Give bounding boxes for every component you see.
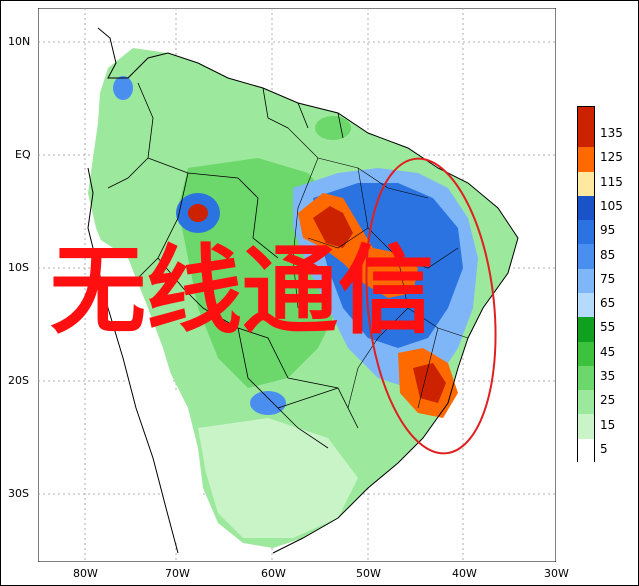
colorbar-tick-label: 105 — [600, 199, 623, 213]
colorbar-tick-label: 25 — [600, 393, 616, 408]
lon-label-80w: 80W — [73, 567, 98, 580]
colorbar-tick-label: 15 — [600, 417, 616, 432]
watermark-text: 无线通信 — [50, 235, 434, 347]
lat-label-30s: 30S — [8, 487, 29, 500]
colorbar-tick-label: 135 — [600, 126, 623, 141]
lon-label-60w: 60W — [261, 567, 286, 580]
colorbar-segment — [578, 244, 594, 269]
colorbar-tick-label: 55 — [600, 320, 616, 335]
lon-label-40w: 40W — [452, 567, 477, 580]
red-patch-west — [188, 204, 208, 222]
light-patch-guiana — [315, 116, 351, 140]
colorbar-segment — [578, 438, 594, 463]
colorbar-tick-label: 35 — [600, 369, 616, 383]
colorbar-segment — [578, 365, 594, 391]
colorbar-tick-label: 5 — [600, 441, 608, 456]
state-borders — [287, 127, 469, 409]
precipitation-map — [38, 8, 556, 562]
colorbar-segment — [578, 147, 594, 172]
colorbar-tick-label: 95 — [600, 223, 616, 238]
colorbar — [577, 106, 595, 463]
dry-andes — [94, 238, 210, 548]
lon-label-70w: 70W — [165, 567, 190, 580]
red-core-southeast — [413, 363, 446, 403]
lat-label-10n: 10N — [8, 35, 31, 48]
colorbar-tick-label: 65 — [600, 296, 616, 311]
coastline — [87, 27, 519, 554]
colorbar-segment — [578, 171, 594, 196]
blue-patch-south — [250, 391, 286, 415]
colorbar-cap — [578, 107, 594, 123]
colorbar-segment — [578, 293, 594, 318]
blue-patch-north — [113, 76, 133, 100]
lat-label-20s: 20S — [8, 374, 29, 387]
colorbar-segment — [578, 268, 594, 293]
highlight-ellipse — [365, 157, 497, 455]
light-rain-south — [198, 418, 358, 538]
red-max-core — [313, 206, 353, 248]
lat-label-10s: 10S — [8, 261, 29, 274]
lat-label-eq: EQ — [15, 148, 31, 161]
lon-label-30w: 30W — [544, 567, 569, 580]
colorbar-tick-label: 85 — [600, 247, 616, 262]
colorbar-tick-label: 45 — [600, 344, 616, 359]
colorbar-segment — [578, 195, 594, 221]
colorbar-segment — [578, 317, 594, 342]
colorbar-segment — [578, 414, 594, 439]
lon-label-50w: 50W — [356, 567, 381, 580]
colorbar-segment — [578, 341, 594, 366]
colorbar-tick-label: 115 — [600, 174, 623, 189]
colorbar-tick-label: 75 — [600, 271, 616, 286]
colorbar-tick-label: 125 — [600, 150, 623, 165]
country-borders — [107, 82, 359, 449]
colorbar-segment — [578, 123, 594, 148]
colorbar-segment — [578, 390, 594, 415]
colorbar-segment — [578, 220, 594, 245]
